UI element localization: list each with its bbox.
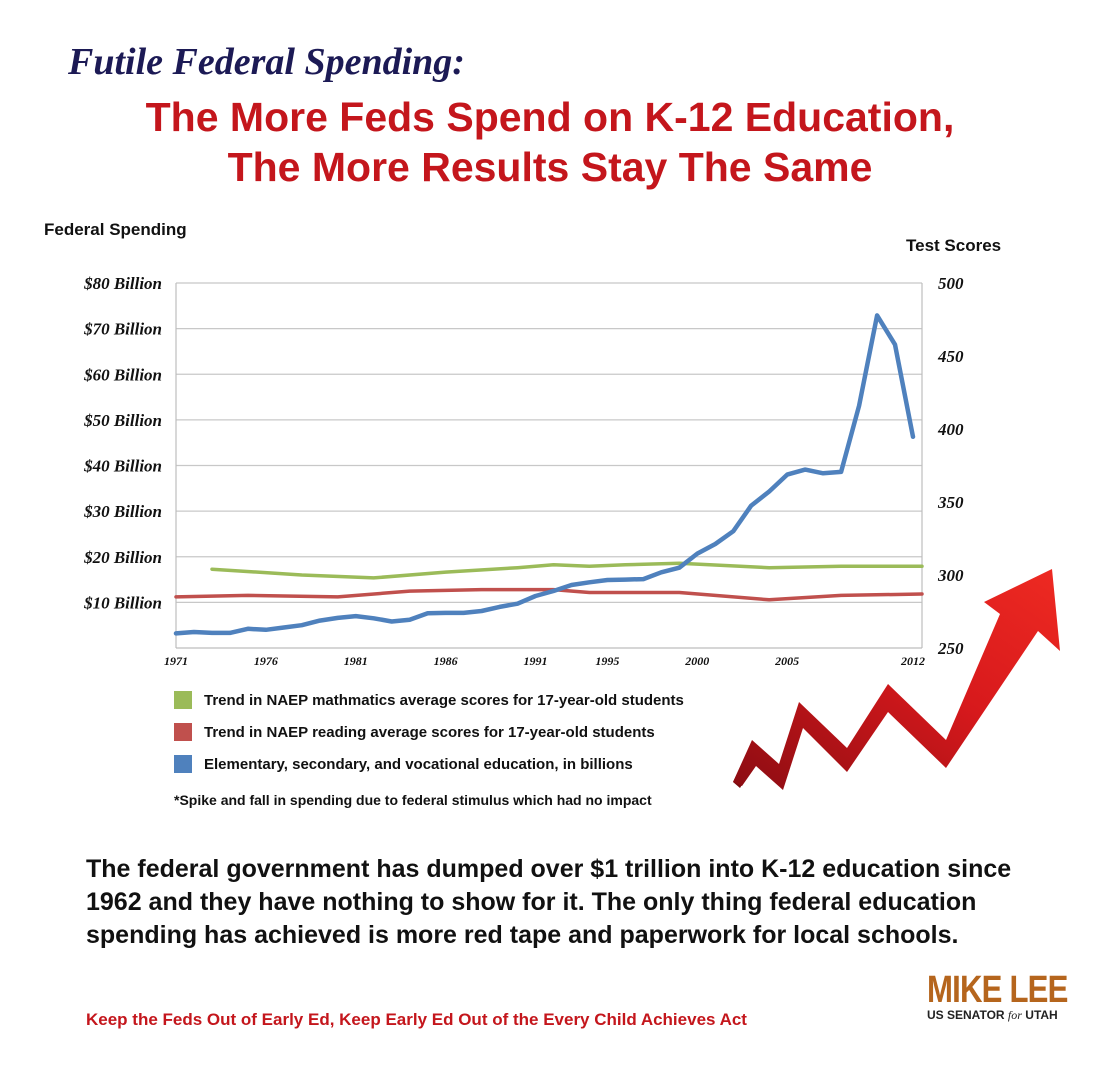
y-left-tick-label: $30 Billion xyxy=(83,502,162,521)
brand-subtitle: US SENATOR for UTAH xyxy=(927,1008,1058,1023)
x-tick-label: 1976 xyxy=(254,654,278,668)
legend-swatch-reading xyxy=(174,723,192,741)
series-line-math xyxy=(210,561,924,580)
y-left-tick-label: $70 Billion xyxy=(83,320,162,339)
x-tick-label: 1971 xyxy=(164,654,188,668)
body-text: The federal government has dumped over $… xyxy=(86,855,1012,949)
legend-swatch-spending xyxy=(174,755,192,773)
x-tick-label: 1995 xyxy=(595,654,619,668)
series-lines xyxy=(173,313,924,636)
x-tick-label: 2000 xyxy=(684,654,709,668)
red-zigzag-up-arrow-icon xyxy=(733,569,1060,790)
y-left-tick-label: $50 Billion xyxy=(83,411,162,430)
y-left-tick-label: $20 Billion xyxy=(83,548,162,567)
grid-lines xyxy=(176,282,922,603)
brand-logo: MIKE LEE US SENATOR for UTAH xyxy=(927,969,1068,1023)
legend-label-reading: Trend in NAEP reading average scores for… xyxy=(204,723,655,741)
headline-line-1: The More Feds Spend on K-12 Education, xyxy=(145,94,955,140)
y-left-tick-label: $40 Billion xyxy=(83,457,162,476)
legend-swatch-math xyxy=(174,691,192,709)
x-tick-label: 1981 xyxy=(344,654,368,668)
y-right-tick-label: 400 xyxy=(937,420,964,439)
tagline: Keep the Feds Out of Early Ed, Keep Earl… xyxy=(86,1010,747,1029)
legend-item-reading: Trend in NAEP reading average scores for… xyxy=(174,716,814,748)
y-right-tick-label: 350 xyxy=(937,493,964,512)
right-axis-title: Test Scores xyxy=(906,236,1002,255)
x-tick-label: 2005 xyxy=(774,654,799,668)
arrow-body xyxy=(733,569,1060,790)
x-tick-label: 1991 xyxy=(524,654,548,668)
brand-sub-state: UTAH xyxy=(1025,1008,1058,1022)
chart-axes xyxy=(175,283,923,649)
y-right-tick-label: 450 xyxy=(937,347,964,366)
legend-item-spending: Elementary, secondary, and vocational ed… xyxy=(174,748,814,780)
y-right-tick-label: 250 xyxy=(937,639,964,658)
headline-line-2: The More Results Stay The Same xyxy=(227,144,873,190)
x-tick-label: 1986 xyxy=(434,654,458,668)
y-right-tick-label: 500 xyxy=(938,274,964,293)
legend-item-math: Trend in NAEP mathmatics average scores … xyxy=(174,684,814,716)
kicker-title: Futile Federal Spending: xyxy=(68,41,465,83)
legend-label-math: Trend in NAEP mathmatics average scores … xyxy=(204,691,684,709)
x-tick-label: 2012 xyxy=(900,654,925,668)
series-line-spending xyxy=(173,313,916,636)
y-left-tick-label: $80 Billion xyxy=(83,274,162,293)
brand-name: MIKE LEE xyxy=(927,969,1068,1011)
y-left-tick-label: $60 Billion xyxy=(83,365,162,384)
tick-labels: $10 Billion $20 Billion $30 Billion $40 Bil… xyxy=(83,274,964,668)
series-line-reading xyxy=(174,587,924,602)
y-right-tick-label: 300 xyxy=(937,566,964,585)
y-left-tick-label: $10 Billion xyxy=(83,593,162,612)
brand-sub-for: for xyxy=(1007,1008,1022,1022)
chart-legend: Trend in NAEP mathmatics average scores … xyxy=(174,684,814,780)
footnote: *Spike and fall in spending due to feder… xyxy=(174,792,652,808)
legend-label-spending: Elementary, secondary, and vocational ed… xyxy=(204,755,633,773)
brand-sub-prefix: US SENATOR xyxy=(927,1008,1005,1022)
left-axis-title: Federal Spending xyxy=(44,220,187,239)
